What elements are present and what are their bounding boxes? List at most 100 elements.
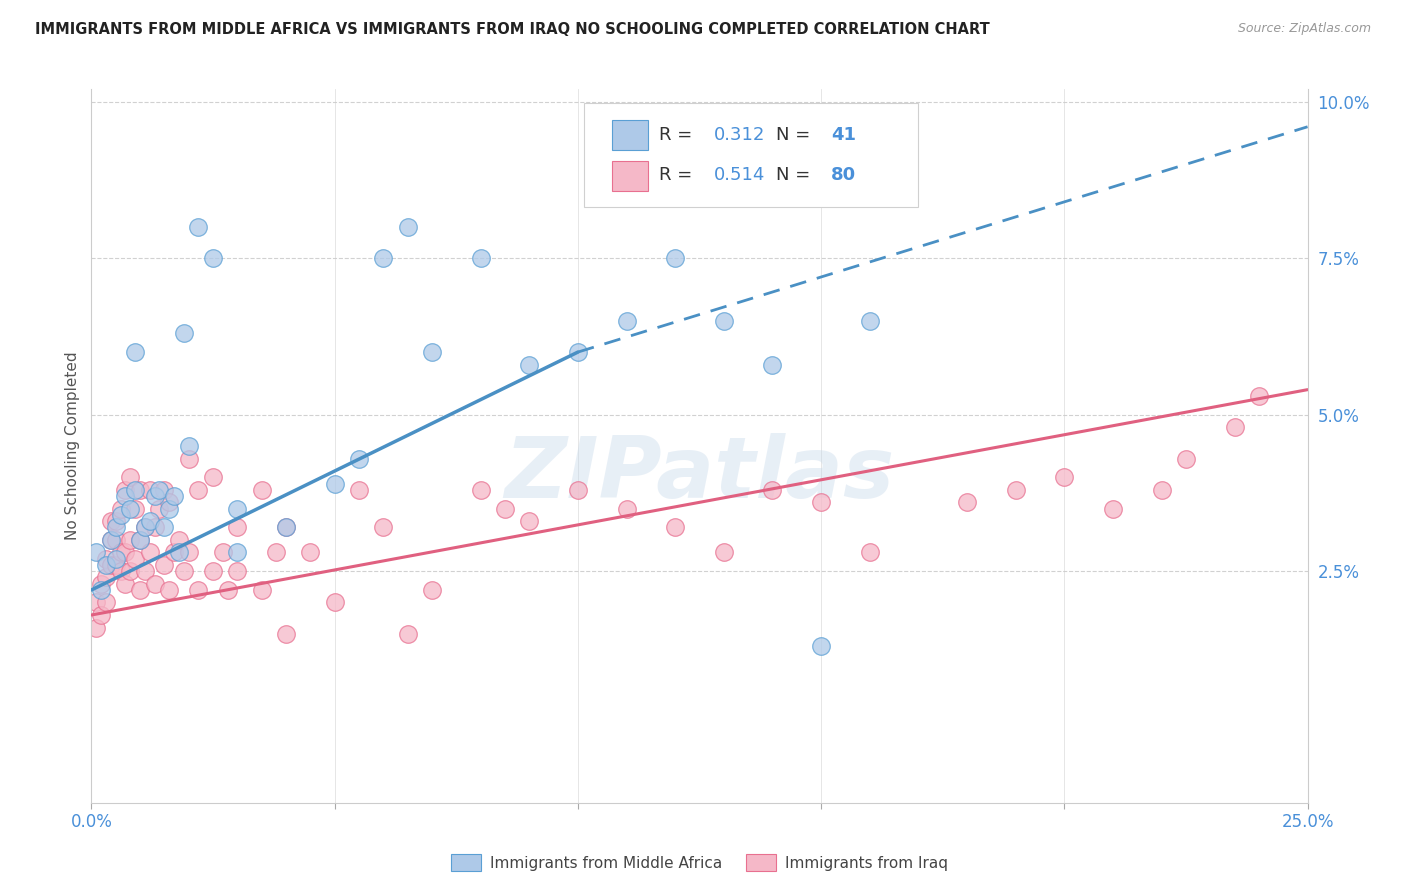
Point [110,564,132,578]
Point [120,470,142,484]
Point [470,483,492,497]
Text: N =: N = [776,126,815,144]
FancyBboxPatch shape [583,103,918,207]
Point [120,501,142,516]
Point [1102,501,1125,516]
Point [90,576,112,591]
Point [420,582,443,597]
Point [517,358,540,372]
Point [157,495,180,509]
Point [396,219,419,234]
Point [1247,389,1270,403]
Point [134,520,156,534]
Point [100,533,122,547]
Text: 0.312: 0.312 [714,126,765,144]
Point [148,483,170,497]
Point [90,582,112,597]
Point [1053,470,1076,484]
Point [274,520,297,534]
Point [567,345,589,359]
Text: N =: N = [776,166,815,184]
Point [470,251,492,265]
Point [956,495,979,509]
Point [226,520,249,534]
Point [187,582,209,597]
Point [157,582,180,597]
Point [143,520,166,534]
Point [187,483,209,497]
Point [713,314,735,328]
Point [664,251,686,265]
Point [114,489,136,503]
Point [124,501,146,516]
Point [129,483,152,497]
Point [373,520,395,534]
Point [202,564,225,578]
Point [810,640,832,654]
Point [226,564,249,578]
Point [274,627,297,641]
Point [217,582,239,597]
Point [396,627,419,641]
Point [114,576,136,591]
Point [129,582,152,597]
Point [173,326,195,341]
Point [810,495,832,509]
Point [84,545,107,559]
Point [250,582,273,597]
Point [202,470,225,484]
Point [420,345,443,359]
Point [94,595,117,609]
Point [120,564,142,578]
Point [761,483,783,497]
Point [114,483,136,497]
Point [104,520,127,534]
Point [211,545,233,559]
FancyBboxPatch shape [612,161,648,191]
Point [148,501,170,516]
Point [143,576,166,591]
Point [250,483,273,497]
Point [143,489,166,503]
Point [859,545,882,559]
Point [173,564,195,578]
Point [104,514,127,528]
Point [1223,420,1246,434]
Point [274,520,297,534]
Point [494,501,516,516]
Point [167,533,190,547]
Point [177,451,200,466]
Point [616,314,638,328]
Point [100,558,122,572]
Point [299,545,322,559]
Point [110,545,132,559]
Point [129,533,152,547]
Y-axis label: No Schooling Completed: No Schooling Completed [65,351,80,541]
Point [859,314,882,328]
Point [139,545,162,559]
Text: R =: R = [659,166,699,184]
Point [124,345,146,359]
Point [664,520,686,534]
Point [84,595,107,609]
Text: IMMIGRANTS FROM MIDDLE AFRICA VS IMMIGRANTS FROM IRAQ NO SCHOOLING COMPLETED COR: IMMIGRANTS FROM MIDDLE AFRICA VS IMMIGRA… [35,22,990,37]
Point [177,439,200,453]
Point [323,476,346,491]
Point [120,533,142,547]
Point [177,545,200,559]
Text: R =: R = [659,126,699,144]
Point [226,545,249,559]
Point [226,501,249,516]
Point [1150,483,1173,497]
Point [134,564,156,578]
Point [187,219,209,234]
Point [94,570,117,584]
Point [616,501,638,516]
Point [129,533,152,547]
Point [1004,483,1026,497]
Text: Source: ZipAtlas.com: Source: ZipAtlas.com [1237,22,1371,36]
Point [517,514,540,528]
Text: 0.514: 0.514 [714,166,765,184]
Point [114,545,136,559]
Point [167,545,190,559]
